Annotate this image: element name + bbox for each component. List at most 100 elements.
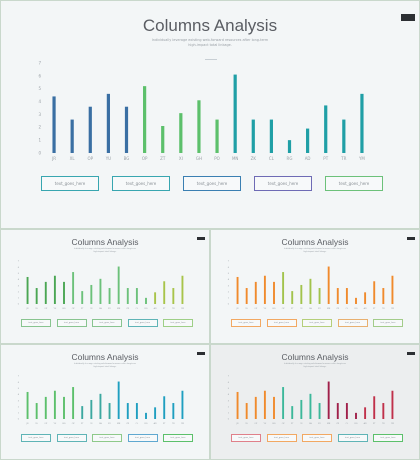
bar [135,288,138,304]
text-box[interactable]: text_goes_here [21,434,51,442]
x-tick-label: RG [355,308,358,310]
thumbnail-slide-2[interactable]: Columns Analysis Individually leverage e… [211,230,419,343]
y-tick-label: 1 [18,413,20,415]
text-box[interactable]: text_goes_here [127,434,158,442]
y-tick-label: 2 [18,406,20,408]
text-box[interactable]: text_goes_here [302,434,332,442]
text-box[interactable]: text_goes_here [337,319,368,327]
text-box[interactable]: text_goes_here [302,319,332,327]
x-tick-label: OP [254,308,258,310]
x-tick-label: BG [273,308,276,310]
x-tick-label: TR [382,423,385,425]
y-tick-label: 6 [228,382,230,384]
bar [81,291,84,304]
x-tick-label: PT [323,156,328,161]
bar [236,276,239,304]
x-tick-label: ZK [336,423,339,425]
x-tick-label: TR [382,308,385,310]
bar [99,393,102,419]
x-tick-label: YU [54,423,57,425]
bar [382,403,385,419]
bar [282,272,285,304]
x-tick-label: XI [179,156,183,161]
text-box[interactable]: text_goes_here [163,319,193,327]
thumb-title: Columns Analysis [281,352,349,362]
bar [90,399,93,419]
text-box[interactable]: text_goes_here [112,176,170,191]
x-tick-label: ZT [291,423,294,425]
bar [306,128,310,153]
bar [336,403,339,419]
thumb-subtitle: Individually leverage existing web-forwa… [284,363,346,365]
text-box[interactable]: text_goes_here [127,319,158,327]
thumbnail-slide-4[interactable]: Columns Analysis Individually leverage e… [211,345,419,459]
text-box[interactable]: text_goes_here [373,319,403,327]
bar [81,406,84,419]
x-tick-label: BG [63,308,66,310]
bar [345,288,348,304]
bar [99,278,102,304]
text-box[interactable]: text_goes_here [373,434,403,442]
x-tick-label: YM [391,308,394,310]
y-tick-label: 2 [38,125,41,130]
y-tick-label: 3 [38,112,41,117]
x-tick-label: XL [35,423,38,425]
bar [291,291,294,304]
bar [72,272,75,304]
x-tick-label: PT [163,423,166,425]
bar [382,288,385,304]
x-tick-label: OP [44,308,48,310]
x-tick-label: MN [327,423,331,425]
column-chart: 0 1 2 3 4 5 6 7 JR XL OP YU BG OP ZT XI GH PO MN ZK CL RG AD PT… [228,261,394,310]
x-tick-label: MN [232,156,238,161]
text-box[interactable]: text_goes_here [92,434,122,442]
y-tick-label: 3 [18,285,20,287]
text-box[interactable]: text_goes_here [337,434,368,442]
slide-badge [407,352,415,355]
x-tick-label: JR [236,308,240,310]
thumbnail-slide-3[interactable]: Columns Analysis Individually leverage e… [1,345,209,459]
text-box[interactable]: text_goes_here [266,434,297,442]
x-tick-label: JR [236,423,240,425]
x-tick-label: PO [108,308,111,310]
text-box[interactable]: text_goes_here [21,319,51,327]
text-box[interactable]: text_goes_here [231,319,261,327]
x-tick-label: AD [364,307,367,310]
y-tick-label: 1 [38,138,41,143]
text-box[interactable]: text_goes_here [163,434,193,442]
slide-subtitle: Individually leverage existing web-forwa… [151,38,269,42]
y-tick-label: 3 [228,285,230,287]
bar [172,288,175,304]
text-box[interactable]: text_goes_here [56,434,87,442]
bar [26,276,29,304]
x-tick-label: PO [318,308,321,310]
text-box[interactable]: text_goes_here [41,176,99,191]
slide-badge [197,237,205,240]
bar [106,93,110,153]
x-tick-label: PO [318,423,321,425]
main-slide[interactable]: Columns Analysis Individually leverage e… [1,1,419,228]
x-tick-label: CL [346,308,349,310]
thumbnail-slide-1[interactable]: Columns Analysis Individually leverage e… [1,230,209,343]
text-box[interactable]: text_goes_here [56,319,87,327]
bar [90,284,93,304]
x-tick-label: PO [108,423,111,425]
text-box[interactable]: text_goes_here [92,319,122,327]
thumb-subtitle-2: high-impact total linkage. [303,366,327,368]
bar [70,119,74,153]
x-tick-label: AD [364,422,367,425]
text-box[interactable]: text_goes_here [325,176,383,191]
slide-badge [407,237,415,240]
bar [327,381,330,419]
x-tick-label: PT [373,423,376,425]
x-tick-label: BG [63,423,66,425]
bar [126,288,129,304]
y-tick-label: 7 [18,261,20,263]
text-box[interactable]: text_goes_here [266,319,297,327]
text-box[interactable]: text_goes_here [231,434,261,442]
bar [154,407,157,419]
text-box[interactable]: text_goes_here [183,176,241,191]
x-tick-label: OP [72,423,76,425]
text-box[interactable]: text_goes_here [254,176,312,191]
x-tick-label: XI [90,308,92,310]
